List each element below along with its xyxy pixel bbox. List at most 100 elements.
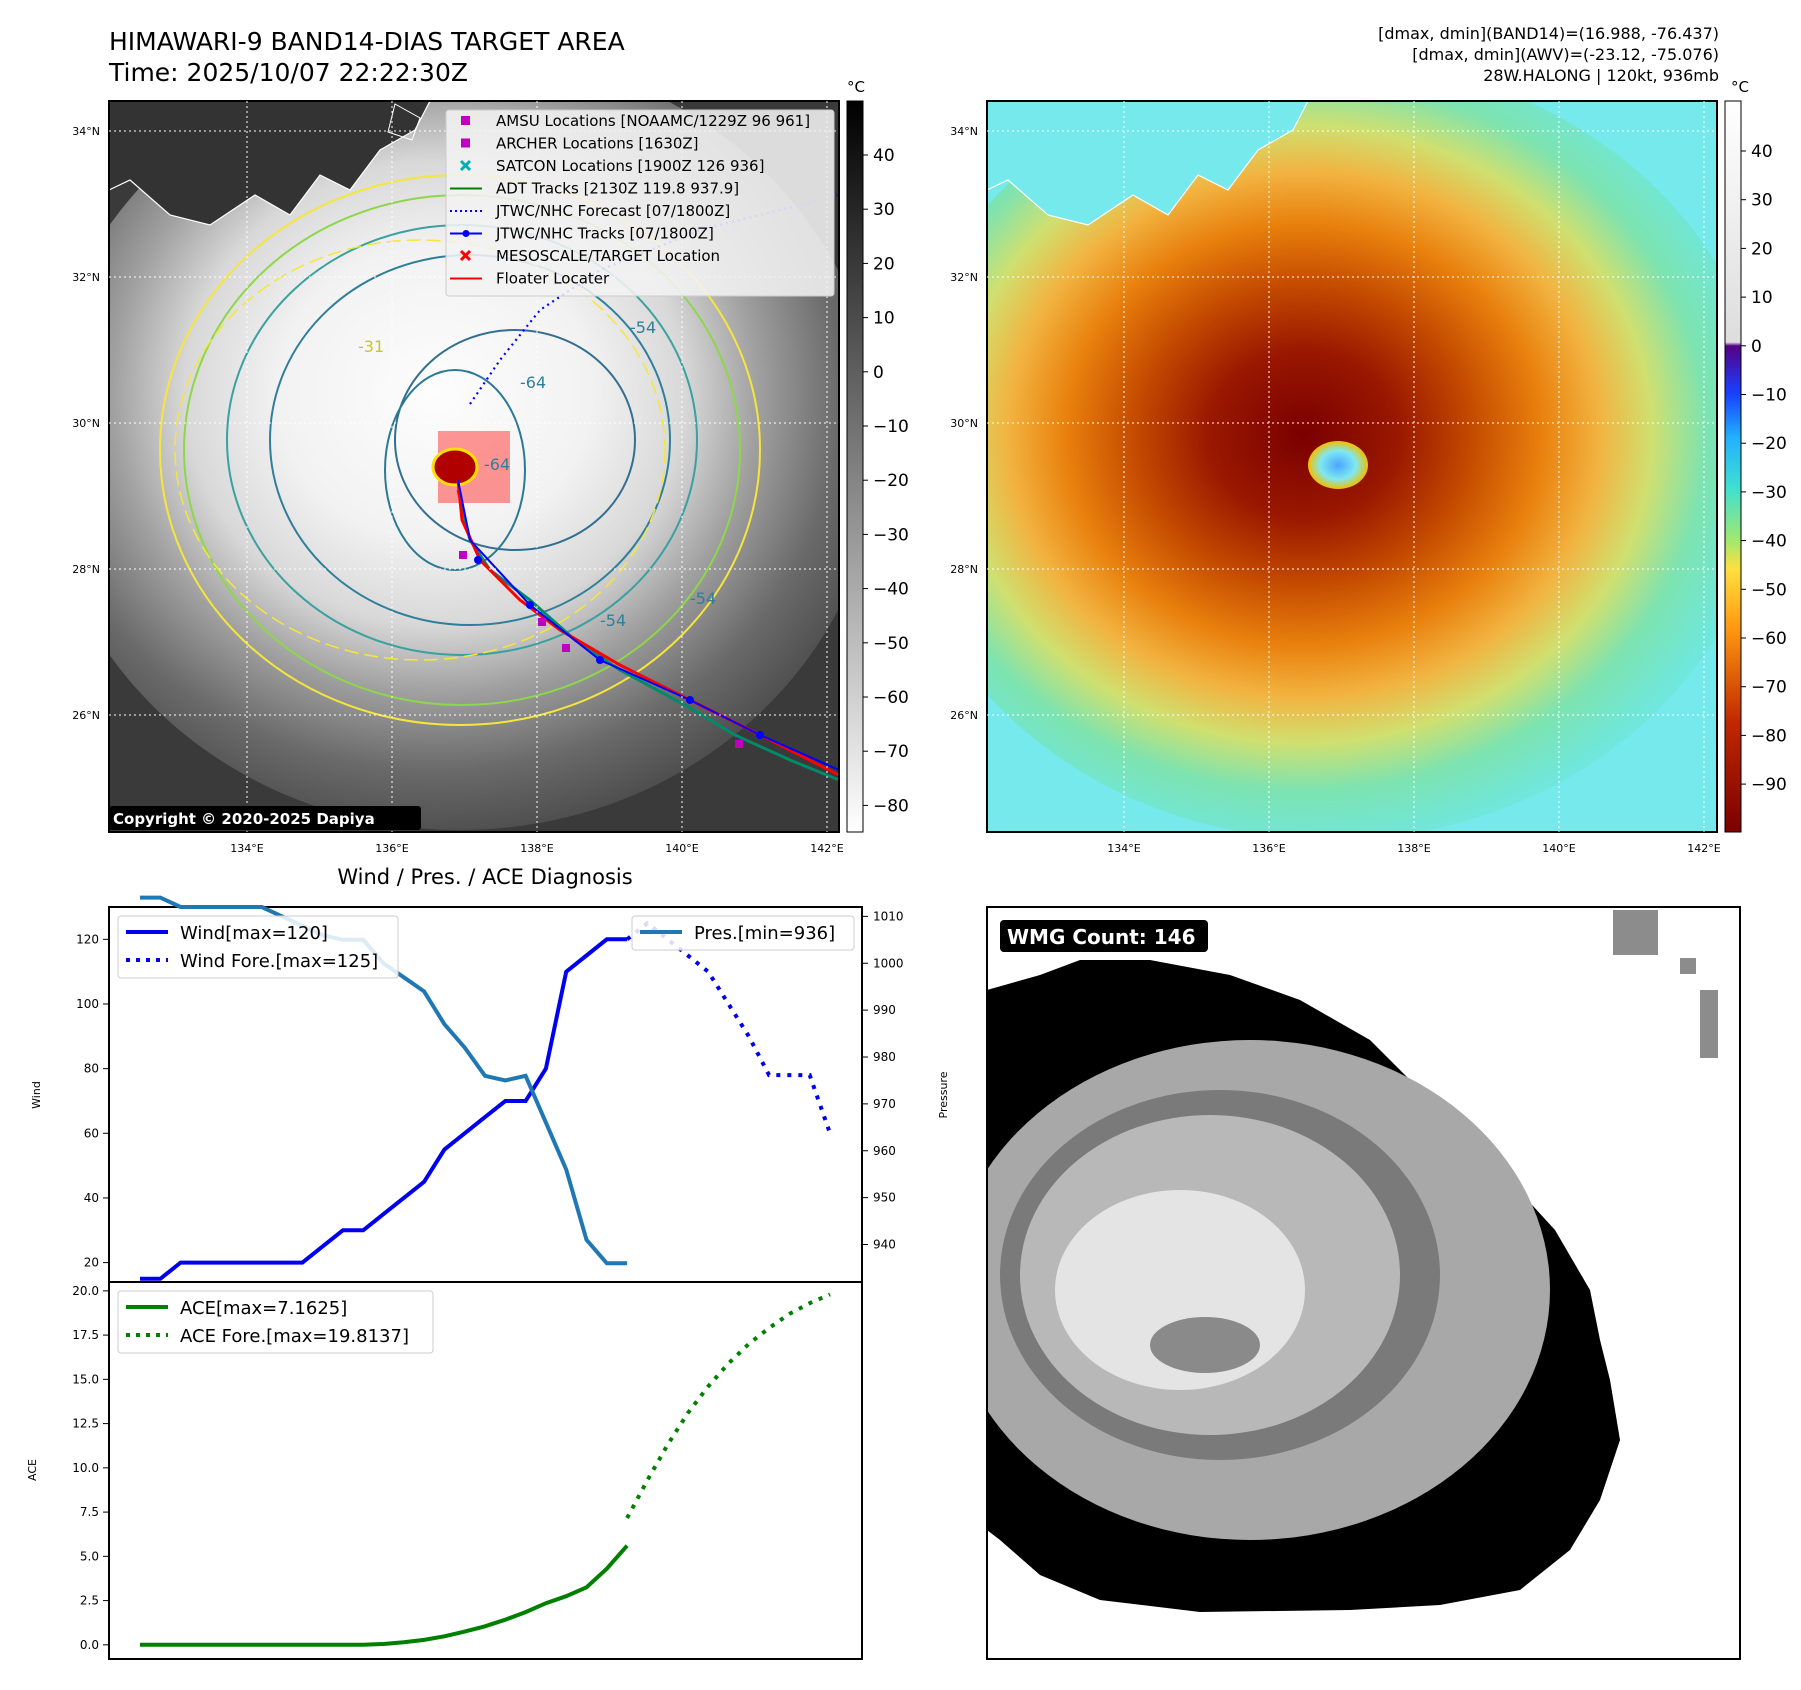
contour-label: -64 <box>520 373 546 392</box>
legend-item: SATCON Locations [1900Z 126 936] <box>459 157 764 175</box>
legend-ace: ACE[max=7.1625] <box>180 1298 347 1319</box>
colorbar-tick: −50 <box>1751 580 1787 600</box>
lat-label: 34°N <box>950 125 978 138</box>
legend-item: Floater Locater <box>450 270 610 288</box>
lon-label: 142°E <box>1687 842 1720 855</box>
colorbar-tick: −20 <box>1751 434 1787 454</box>
wmg-frame <box>986 906 1741 1660</box>
storm-info: 28W.HALONG | 120kt, 936mb <box>1483 66 1719 85</box>
stats-band14: [dmax, dmin](BAND14)=(16.988, -76.437) <box>1378 24 1719 43</box>
legend-label: AMSU Locations [NOAAMC/1229Z 96 961] <box>496 112 810 130</box>
contour-label: -31 <box>358 337 384 356</box>
colorbar-tick: 20 <box>1751 239 1773 259</box>
legend-ace-forecast: ACE Fore.[max=19.8137] <box>180 1326 409 1347</box>
y-tick-label: 2.5 <box>80 1594 99 1608</box>
right-map-frame <box>986 100 1718 833</box>
y-tick-label: 980 <box>873 1050 896 1064</box>
wind-legend: Wind[max=120] Wind Fore.[max=125] <box>117 915 399 979</box>
legend-label: JTWC/NHC Forecast [07/1800Z] <box>495 202 730 220</box>
ir-color-map <box>987 101 1717 832</box>
y-tick-label: 80 <box>84 1062 99 1076</box>
colorbar-tick: −30 <box>873 525 909 545</box>
diagnosis-title: Wind / Pres. / ACE Diagnosis <box>337 865 632 889</box>
colorbar-tick: 30 <box>1751 191 1773 211</box>
colorbar-tick: −40 <box>1751 532 1787 552</box>
legend-wind: Wind[max=120] <box>180 923 328 944</box>
lat-label: 32°N <box>72 271 100 284</box>
legend-item: MESOSCALE/TARGET Location <box>459 247 720 265</box>
y-tick-label: 120 <box>76 932 99 946</box>
y-tick-label: 100 <box>76 997 99 1011</box>
legend-label: ARCHER Locations [1630Z] <box>496 135 699 153</box>
right-map-gridlines <box>987 101 1717 832</box>
lon-label: 138°E <box>1397 842 1430 855</box>
colorbar-unit: °C <box>1731 78 1749 96</box>
y-tick-label: 7.5 <box>80 1505 99 1519</box>
map-legend: AMSU Locations [NOAAMC/1229Z 96 961] ARCH… <box>445 109 835 297</box>
lat-label: 26°N <box>72 709 100 722</box>
lat-label: 28°N <box>72 563 100 576</box>
colorbar-tick: −50 <box>873 634 909 654</box>
legend-label: MESOSCALE/TARGET Location <box>496 247 720 265</box>
left-lon-labels: 134°E 136°E 138°E 140°E 142°E <box>230 842 843 855</box>
lon-label: 138°E <box>520 842 553 855</box>
y-tick-label: 960 <box>873 1144 896 1158</box>
legend-marker <box>459 249 472 262</box>
colorbar-tick: 10 <box>873 309 895 329</box>
y-tick-label: 1000 <box>873 956 904 970</box>
y-tick-label: 0.0 <box>80 1638 99 1652</box>
y-tick-label: 950 <box>873 1191 896 1205</box>
legend-item: AMSU Locations [NOAAMC/1229Z 96 961] <box>461 112 810 130</box>
pressure-axis-label: Pressure <box>937 1071 950 1118</box>
y-tick-label: 40 <box>84 1191 99 1205</box>
y-tick-label: 10.0 <box>72 1461 99 1475</box>
lat-label: 30°N <box>72 417 100 430</box>
y-tick-label: 20.0 <box>72 1284 99 1298</box>
lat-label: 32°N <box>950 271 978 284</box>
legend-label: SATCON Locations [1900Z 126 936] <box>496 157 764 175</box>
y-tick-label: 1010 <box>873 909 904 923</box>
colorbar-tick: −30 <box>1751 483 1787 503</box>
y-tick-label: 17.5 <box>72 1328 99 1342</box>
contour-label: -54 <box>690 589 716 608</box>
time-label: Time: 2025/10/07 22:22:30Z <box>109 58 468 87</box>
colorbar-tick: −90 <box>1751 775 1787 795</box>
colorbar-tick: −40 <box>873 580 909 600</box>
y-tick-label: 20 <box>84 1256 99 1270</box>
ace-legend: ACE[max=7.1625] ACE Fore.[max=19.8137] <box>117 1290 434 1354</box>
lon-label: 134°E <box>1107 842 1140 855</box>
contour-label: -64 <box>484 455 510 474</box>
main-title: HIMAWARI-9 BAND14-DIAS TARGET AREA <box>109 27 625 56</box>
colorbar-tick: −60 <box>873 688 909 708</box>
y-tick-label: 15.0 <box>72 1372 99 1386</box>
y-tick-label: 5.0 <box>80 1549 99 1563</box>
colorbar-tick: 30 <box>873 200 895 220</box>
contour-label: -54 <box>630 318 656 337</box>
wmg-count-label: WMG Count: 146 <box>1007 925 1196 949</box>
ace-chart: 0.0 2.5 5.0 7.5 10.0 12.5 15.0 17.5 20.0 ACE ACE… <box>26 1281 863 1660</box>
pressure-legend: Pres.[min=936] <box>631 915 855 951</box>
wind-pressure-chart: 20 40 60 80 100 120 940 950 960 970 980 990 1000 101… <box>30 895 950 1283</box>
legend-marker <box>462 230 470 237</box>
wind-axis-label: Wind <box>30 1081 43 1109</box>
legend-item: JTWC/NHC Tracks [07/1800Z] <box>450 225 714 243</box>
colorbar-tick: −80 <box>1751 726 1787 746</box>
right-lon-labels: 134°E 136°E 138°E 140°E 142°E <box>1107 842 1720 855</box>
legend-label: Floater Locater <box>496 270 610 288</box>
lon-label: 134°E <box>230 842 263 855</box>
series-line <box>140 937 628 1281</box>
lat-label: 26°N <box>950 709 978 722</box>
legend-item: ADT Tracks [2130Z 119.8 937.9] <box>450 180 739 198</box>
y-tick-label: 60 <box>84 1126 99 1140</box>
left-map-frame <box>108 100 840 833</box>
gray-colorbar: °C 40 30 20 10 0 −10 −20 −30 −40 −50 −60 −70 −80 <box>846 78 909 833</box>
colorbar-unit: °C <box>847 78 865 96</box>
colorbar-tick: −10 <box>1751 386 1787 406</box>
lat-label: 34°N <box>72 125 100 138</box>
contour-labels: -54 -64 -64 -54 -54 -31 <box>358 318 716 630</box>
lat-label: 30°N <box>950 417 978 430</box>
colorbar-tick: −70 <box>1751 678 1787 698</box>
right-lat-labels: 34°N 32°N 30°N 28°N 26°N <box>950 125 978 722</box>
colorbar-tick: −60 <box>1751 629 1787 649</box>
